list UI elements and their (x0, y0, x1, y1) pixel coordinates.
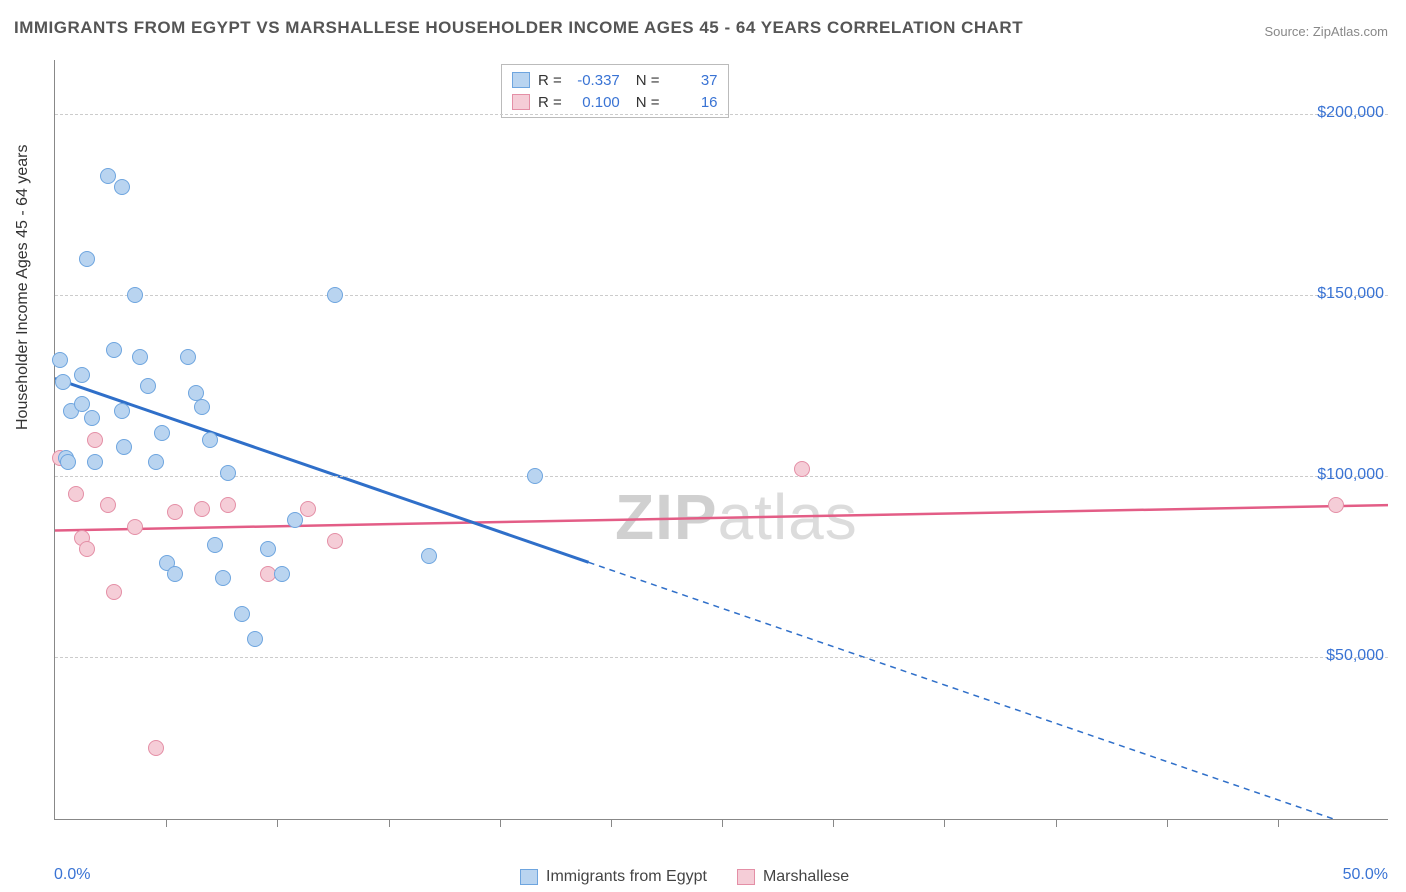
x-tick (944, 819, 945, 827)
watermark-bold: ZIP (615, 481, 718, 553)
scatter-point (287, 512, 303, 528)
y-tick-label: $200,000 (1317, 104, 1384, 122)
n-label: N = (636, 94, 660, 111)
scatter-point (421, 548, 437, 564)
scatter-point (1328, 497, 1344, 513)
watermark: ZIPatlas (615, 480, 858, 554)
scatter-point (220, 497, 236, 513)
scatter-point (52, 352, 68, 368)
x-tick-min: 0.0% (54, 866, 90, 884)
scatter-point (55, 374, 71, 390)
legend-item-egypt: Immigrants from Egypt (520, 868, 707, 886)
legend-item-marshallese: Marshallese (737, 868, 849, 886)
r-value-egypt: -0.337 (570, 72, 620, 89)
x-tick (833, 819, 834, 827)
scatter-point (234, 606, 250, 622)
y-tick-label: $50,000 (1326, 647, 1384, 665)
scatter-point (87, 454, 103, 470)
scatter-point (327, 533, 343, 549)
correlation-legend: R = -0.337 N = 37 R = 0.100 N = 16 (501, 64, 729, 118)
scatter-point (127, 287, 143, 303)
x-tick-max: 50.0% (1343, 866, 1388, 884)
series-legend: Immigrants from Egypt Marshallese (520, 868, 849, 886)
y-axis-label: Householder Income Ages 45 - 64 years (14, 145, 32, 431)
x-tick (500, 819, 501, 827)
n-value-marshallese: 16 (668, 94, 718, 111)
scatter-point (106, 584, 122, 600)
gridline-h (55, 295, 1388, 296)
swatch-egypt (520, 869, 538, 885)
swatch-marshallese (737, 869, 755, 885)
legend-label-marshallese: Marshallese (763, 868, 849, 886)
scatter-point (116, 439, 132, 455)
scatter-point (114, 403, 130, 419)
legend-row-egypt: R = -0.337 N = 37 (512, 69, 718, 91)
y-tick-label: $150,000 (1317, 285, 1384, 303)
gridline-h (55, 476, 1388, 477)
r-label: R = (538, 72, 562, 89)
scatter-point (180, 349, 196, 365)
scatter-point (140, 378, 156, 394)
scatter-point (87, 432, 103, 448)
scatter-point (527, 468, 543, 484)
scatter-point (100, 497, 116, 513)
scatter-point (215, 570, 231, 586)
scatter-point (247, 631, 263, 647)
scatter-point (220, 465, 236, 481)
scatter-point (794, 461, 810, 477)
scatter-point (148, 454, 164, 470)
n-label: N = (636, 72, 660, 89)
scatter-point (106, 342, 122, 358)
x-tick (611, 819, 612, 827)
n-value-egypt: 37 (668, 72, 718, 89)
x-tick (1167, 819, 1168, 827)
scatter-point (132, 349, 148, 365)
r-label: R = (538, 94, 562, 111)
scatter-point (167, 566, 183, 582)
legend-label-egypt: Immigrants from Egypt (546, 868, 707, 886)
scatter-point (148, 740, 164, 756)
scatter-point (274, 566, 290, 582)
scatter-point (260, 541, 276, 557)
y-tick-label: $100,000 (1317, 466, 1384, 484)
scatter-point (154, 425, 170, 441)
scatter-point (84, 410, 100, 426)
scatter-point (79, 251, 95, 267)
swatch-marshallese (512, 94, 530, 110)
scatter-point (60, 454, 76, 470)
x-tick (277, 819, 278, 827)
scatter-point (114, 179, 130, 195)
scatter-point (79, 541, 95, 557)
trend-lines-layer (55, 60, 1388, 819)
scatter-point (327, 287, 343, 303)
plot-area: ZIPatlas R = -0.337 N = 37 R = 0.100 N =… (54, 60, 1388, 820)
x-tick (166, 819, 167, 827)
scatter-point (300, 501, 316, 517)
chart-container: IMMIGRANTS FROM EGYPT VS MARSHALLESE HOU… (0, 0, 1406, 892)
scatter-point (68, 486, 84, 502)
scatter-point (207, 537, 223, 553)
legend-row-marshallese: R = 0.100 N = 16 (512, 91, 718, 113)
watermark-thin: atlas (718, 481, 858, 553)
source-label: Source: ZipAtlas.com (1264, 24, 1388, 39)
scatter-point (167, 504, 183, 520)
gridline-h (55, 114, 1388, 115)
scatter-point (194, 501, 210, 517)
x-tick (389, 819, 390, 827)
scatter-point (202, 432, 218, 448)
x-tick (1056, 819, 1057, 827)
x-tick (1278, 819, 1279, 827)
chart-title: IMMIGRANTS FROM EGYPT VS MARSHALLESE HOU… (14, 18, 1023, 38)
r-value-marshallese: 0.100 (570, 94, 620, 111)
gridline-h (55, 657, 1388, 658)
swatch-egypt (512, 72, 530, 88)
scatter-point (74, 396, 90, 412)
scatter-point (194, 399, 210, 415)
x-tick (722, 819, 723, 827)
scatter-point (127, 519, 143, 535)
scatter-point (74, 367, 90, 383)
